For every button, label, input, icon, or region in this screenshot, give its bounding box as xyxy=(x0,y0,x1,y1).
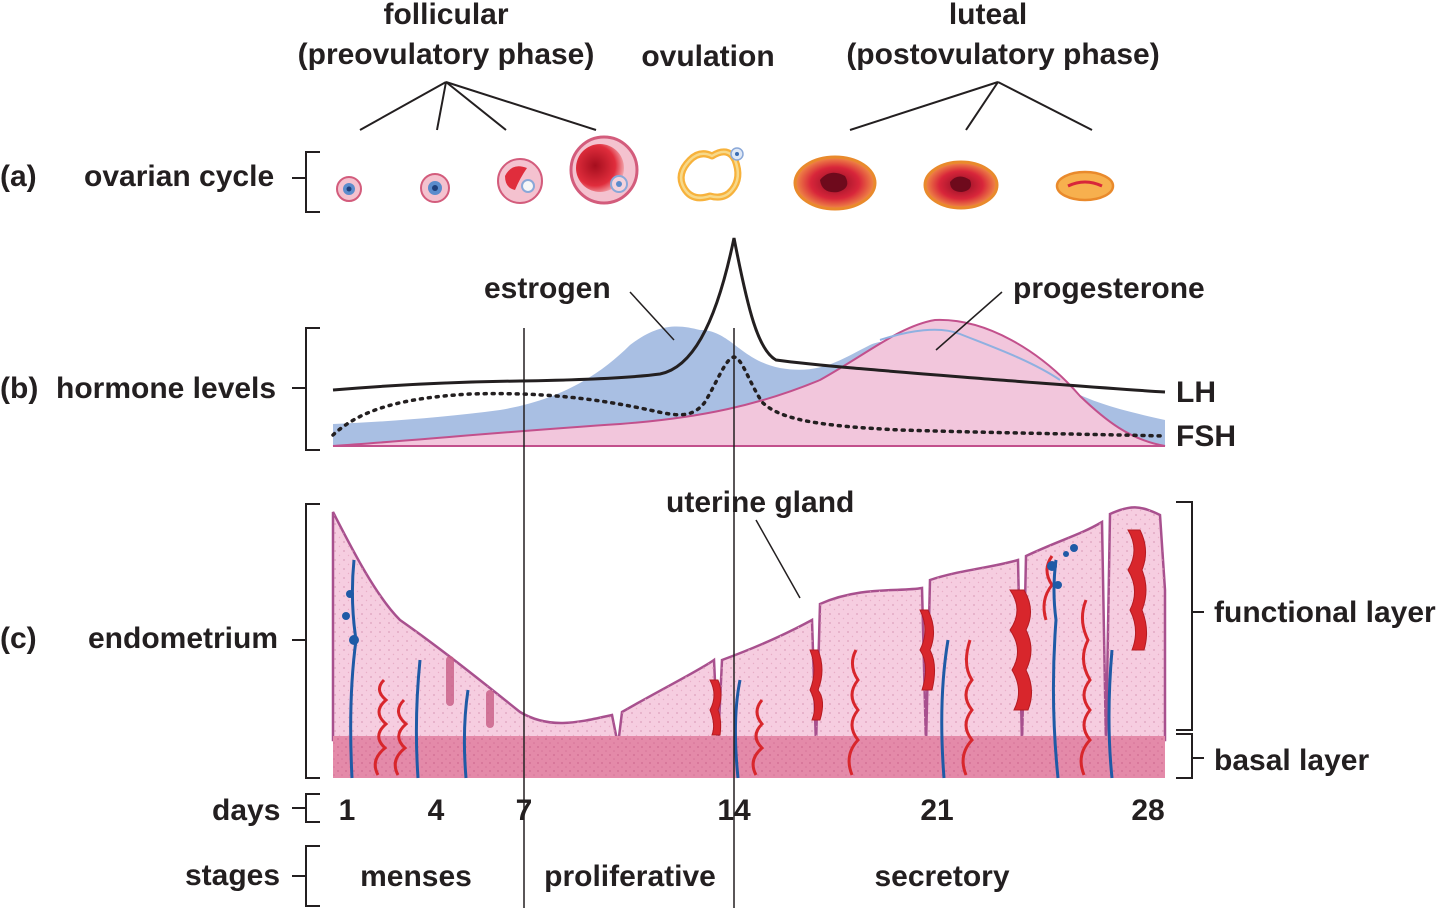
corpus-albicans xyxy=(1055,170,1115,202)
progesterone-label: progesterone xyxy=(1013,272,1205,305)
row-b-label: hormone levels xyxy=(56,372,276,405)
stage-menses: menses xyxy=(360,860,472,893)
days-label: days xyxy=(212,794,280,827)
row-b-letter: (b) xyxy=(0,372,38,405)
primordial-follicle-1 xyxy=(336,176,362,202)
estrogen-label: estrogen xyxy=(484,272,611,305)
basal-layer-label: basal layer xyxy=(1214,744,1369,777)
day-tick-7: 7 xyxy=(516,794,533,827)
ruptured-follicle xyxy=(677,147,744,202)
fsh-label: FSH xyxy=(1176,420,1236,453)
ovulation-title: ovulation xyxy=(641,40,774,73)
lh-curve xyxy=(332,237,1166,394)
lh-label: LH xyxy=(1176,376,1216,409)
progesterone-curve xyxy=(332,318,1166,447)
follicular-title: follicular xyxy=(383,0,508,31)
stages-label: stages xyxy=(185,859,280,892)
phase-divider-lines xyxy=(523,328,735,908)
phase-leader-lines xyxy=(359,81,1093,131)
day-tick-28: 28 xyxy=(1131,794,1164,827)
fsh-curve xyxy=(331,355,1167,438)
endometrium-tissue: uterine gland xyxy=(331,486,1167,779)
row-brackets xyxy=(292,151,320,907)
uterine-gland-label: uterine gland xyxy=(666,486,854,519)
uterine-glands xyxy=(709,529,1148,736)
secondary-follicle xyxy=(497,158,543,204)
day-tick-4: 4 xyxy=(428,794,445,827)
day-ticks: 1 4 7 14 21 28 xyxy=(339,794,1165,827)
day-tick-21: 21 xyxy=(920,794,953,827)
day-tick-1: 1 xyxy=(339,794,356,827)
hormone-chart: estrogen progesterone LH FSH xyxy=(331,237,1236,453)
mature-follicle xyxy=(569,135,639,205)
row-a-label: ovarian cycle xyxy=(84,160,274,193)
stage-secretory: secretory xyxy=(874,860,1009,893)
corpus-luteum-medium xyxy=(923,160,999,210)
follicular-subtitle: (preovulatory phase) xyxy=(298,38,595,71)
stage-proliferative: proliferative xyxy=(544,860,716,893)
shed-fragments xyxy=(446,656,494,728)
day-tick-14: 14 xyxy=(717,794,751,827)
row-c-label: endometrium xyxy=(88,622,278,655)
layer-brackets xyxy=(1176,501,1204,779)
veins xyxy=(349,559,1114,779)
luteal-subtitle: (postovulatory phase) xyxy=(846,38,1159,71)
ovarian-cycle-row xyxy=(336,135,1115,211)
functional-layer-label: functional layer xyxy=(1214,596,1436,629)
corpus-luteum-large xyxy=(793,155,877,211)
vein-nodules xyxy=(342,544,1078,645)
row-c-letter: (c) xyxy=(0,622,37,655)
luteal-title: luteal xyxy=(949,0,1027,31)
primordial-follicle-2 xyxy=(420,173,450,203)
row-a-letter: (a) xyxy=(0,160,37,193)
